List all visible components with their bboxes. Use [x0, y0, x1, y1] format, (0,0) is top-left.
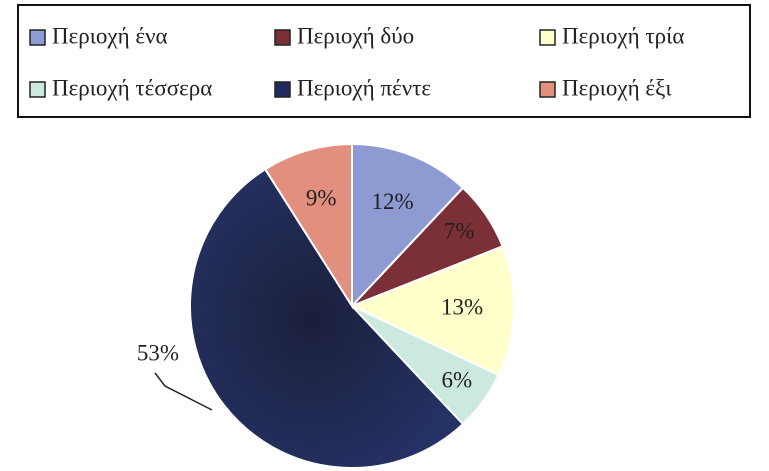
data-label: 6%: [442, 367, 473, 392]
legend-label: Περιοχή πέντε: [297, 75, 431, 100]
legend-box: [17, 4, 751, 118]
legend-label: Περιοχή έξι: [562, 75, 672, 100]
data-label: 7%: [444, 218, 475, 243]
legend-swatch: [29, 29, 46, 46]
data-label: 9%: [306, 185, 337, 210]
data-label: 13%: [441, 295, 483, 320]
legend-label: Περιοχή τρία: [562, 23, 684, 48]
leader-line: [154, 372, 213, 411]
legend-swatch: [539, 81, 556, 98]
pie-slice: [263, 142, 353, 310]
pie-slice: [351, 142, 465, 309]
legend-swatch: [29, 81, 46, 98]
pie-slice: [349, 245, 515, 377]
pie-slice: [189, 167, 465, 469]
legend-label: Περιοχή τέσσερα: [52, 75, 212, 100]
legend-label: Περιοχή ένα: [52, 23, 168, 48]
legend-swatch: [539, 29, 556, 46]
data-label: 53%: [137, 340, 179, 365]
legend-swatch: [274, 81, 291, 98]
legend-label: Περιοχή δύο: [297, 23, 414, 48]
legend-swatch: [274, 29, 291, 46]
data-label: 12%: [371, 189, 413, 214]
